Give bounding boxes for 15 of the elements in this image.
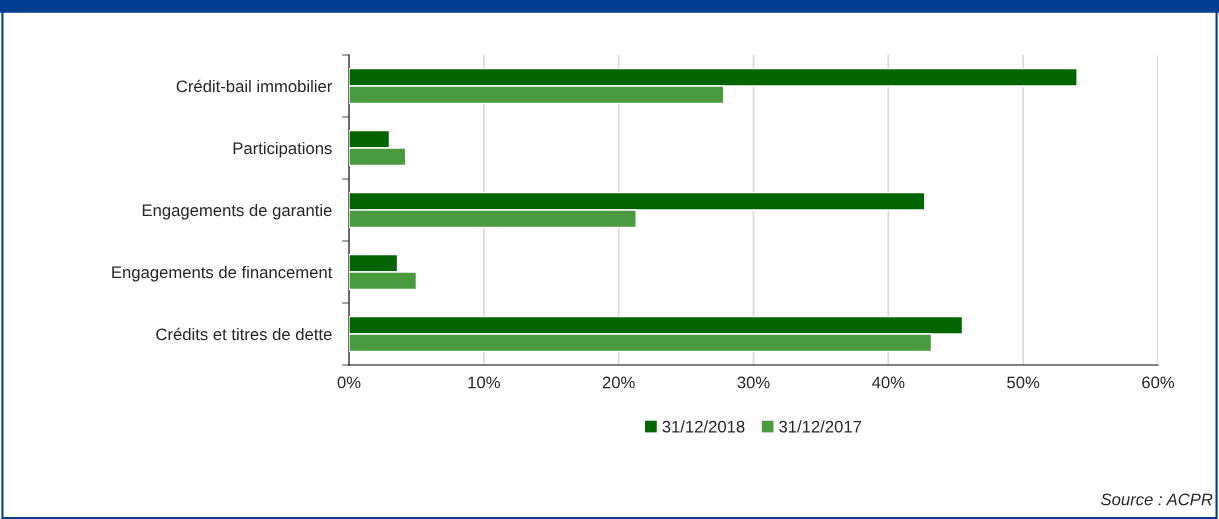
legend-label: 31/12/2017	[779, 420, 862, 433]
y-tick-label: Crédit-bail immobilier	[176, 79, 333, 93]
x-tick-label: 20%	[602, 376, 635, 389]
y-tick-label: Engagements de financement	[112, 265, 333, 282]
x-tick-label: 30%	[737, 376, 770, 389]
x-tick-label: 10%	[468, 376, 500, 389]
y-tick-label: Participations	[233, 141, 332, 158]
legend-label: 31/12/2018	[662, 420, 745, 433]
x-tick-label: 60%	[1142, 376, 1175, 389]
y-tick-label: Engagements de garantie	[142, 203, 332, 220]
y-tick-label: Crédits et titres de dette	[156, 327, 332, 341]
x-tick-label: 0%	[337, 376, 361, 389]
x-tick-label: 50%	[1007, 376, 1040, 389]
x-tick-label: 40%	[872, 376, 905, 389]
source-note: Source : ACPR	[1101, 493, 1213, 506]
